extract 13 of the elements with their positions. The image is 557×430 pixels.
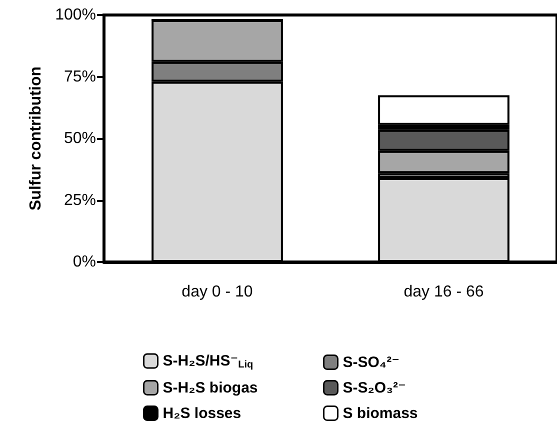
x-tick-label: day 16 - 66 [404, 284, 484, 300]
legend-label: S-H₂S biogas [162, 379, 258, 396]
legend-label: S-S₂O₃²⁻ [342, 379, 406, 396]
legend-label: S-SO₄²⁻ [342, 354, 400, 371]
y-tick-label: 75% [64, 68, 96, 86]
y-axis-title: Sulfur contribution [28, 66, 44, 210]
y-tick-label: 50% [64, 130, 96, 147]
y-tick-label: 100% [55, 6, 96, 24]
x-tick-label: day 0 - 10 [182, 284, 253, 300]
legend-label: H₂S losses [162, 404, 242, 422]
y-tick-label: 25% [64, 192, 96, 209]
legend-label: S biomass [342, 404, 418, 422]
y-tick-label: 0% [72, 254, 96, 270]
